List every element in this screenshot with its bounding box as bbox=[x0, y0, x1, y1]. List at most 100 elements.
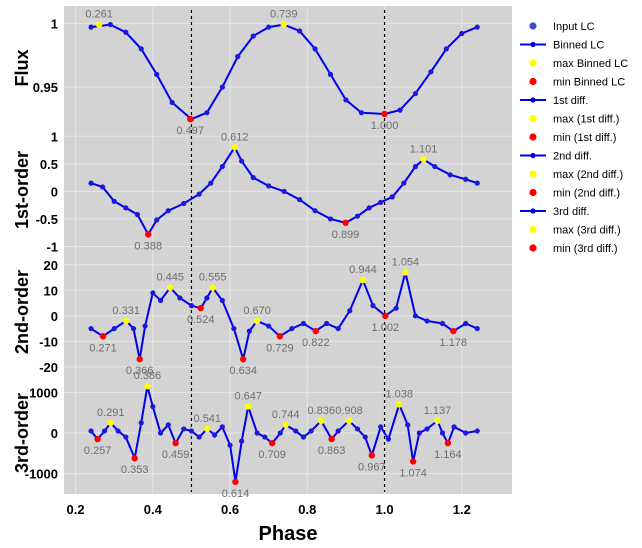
legend-item: max (3rd diff.) bbox=[529, 225, 621, 237]
data-point bbox=[401, 180, 407, 186]
data-point bbox=[266, 323, 272, 329]
y-tick-label: 0 bbox=[51, 426, 58, 441]
max-label: 0.291 bbox=[97, 407, 125, 419]
legend-item: min Binned LC bbox=[529, 77, 625, 89]
min-marker bbox=[312, 327, 320, 335]
data-point bbox=[100, 184, 106, 190]
data-point bbox=[354, 213, 361, 219]
data-point bbox=[196, 434, 202, 440]
x-tick-label: 1.2 bbox=[453, 502, 471, 517]
data-point bbox=[416, 430, 422, 436]
data-point bbox=[165, 208, 171, 214]
data-point bbox=[150, 290, 156, 296]
max-label: 0.386 bbox=[134, 370, 162, 382]
y-axis-label: 2nd-order bbox=[12, 270, 32, 354]
data-point bbox=[134, 211, 140, 218]
max-marker bbox=[107, 419, 114, 427]
legend-dot-swatch bbox=[530, 97, 536, 103]
legend-dot-swatch bbox=[529, 59, 537, 67]
data-point bbox=[308, 428, 314, 434]
data-point bbox=[385, 436, 392, 442]
min-label: 0.388 bbox=[134, 240, 162, 252]
y-tick-label: -0.5 bbox=[36, 212, 58, 227]
max-marker bbox=[345, 417, 353, 424]
min-marker bbox=[381, 110, 388, 118]
panel-3: 20 10 0 -10 -20 2nd-order 0.331 0.445 0.555 0.670… bbox=[12, 256, 480, 377]
y-tick-label: 10 bbox=[44, 283, 58, 298]
data-point bbox=[227, 442, 233, 448]
data-point bbox=[358, 110, 364, 116]
data-point bbox=[354, 426, 361, 432]
y-tick-label: 1000 bbox=[29, 385, 58, 400]
y-tick-label: -1000 bbox=[25, 467, 58, 482]
data-point bbox=[177, 295, 183, 301]
max-marker bbox=[167, 284, 174, 291]
max-marker bbox=[282, 421, 289, 429]
max-marker bbox=[245, 403, 252, 410]
data-point bbox=[327, 216, 334, 222]
data-point bbox=[239, 438, 245, 444]
max-label: 0.836 bbox=[307, 405, 335, 417]
x-axis-label: Phase bbox=[259, 523, 318, 545]
max-marker bbox=[231, 144, 238, 151]
min-label: 0.497 bbox=[177, 125, 205, 137]
legend-item: 1st diff. bbox=[520, 95, 588, 107]
legend-dot-swatch bbox=[529, 244, 537, 252]
y-tick-label: 0 bbox=[51, 309, 58, 324]
data-point bbox=[300, 320, 307, 327]
max-label: 1.101 bbox=[410, 143, 438, 155]
legend-label: min (2nd diff.) bbox=[553, 188, 620, 200]
legend-dot-swatch bbox=[530, 208, 536, 214]
data-point bbox=[138, 420, 144, 426]
legend-item: min (3rd diff.) bbox=[529, 243, 618, 255]
data-point bbox=[327, 71, 334, 77]
legend-item: Binned LC bbox=[520, 40, 604, 52]
legend-dot-swatch bbox=[529, 133, 537, 141]
legend-dot-swatch bbox=[529, 188, 537, 197]
legend-label: 1st diff. bbox=[553, 95, 588, 107]
min-label: 0.257 bbox=[84, 445, 112, 457]
max-label: 0.261 bbox=[85, 9, 113, 21]
min-marker bbox=[197, 304, 204, 312]
data-point bbox=[362, 434, 368, 440]
data-point bbox=[154, 71, 160, 77]
data-point bbox=[378, 424, 384, 430]
panel-2: 1 0.5 0 -0.5 -1 1st-order 0.612 1.101 0.388 0.899 bbox=[12, 129, 480, 254]
data-point bbox=[219, 424, 225, 430]
min-marker bbox=[328, 435, 335, 443]
data-point bbox=[300, 434, 307, 440]
data-point bbox=[439, 320, 446, 327]
data-point bbox=[88, 428, 94, 434]
min-marker bbox=[276, 333, 284, 340]
max-marker bbox=[204, 425, 211, 433]
min-label: 0.353 bbox=[121, 464, 149, 476]
max-marker bbox=[359, 276, 367, 284]
data-point bbox=[474, 180, 480, 186]
max-label: 0.744 bbox=[272, 409, 300, 421]
min-marker bbox=[444, 439, 452, 447]
min-label: 0.366 bbox=[126, 365, 154, 377]
min-label: 0.614 bbox=[222, 488, 250, 500]
max-label: 1.038 bbox=[385, 389, 413, 401]
max-marker bbox=[434, 417, 441, 424]
data-point bbox=[212, 432, 218, 438]
max-marker bbox=[402, 269, 409, 276]
data-point bbox=[181, 426, 187, 432]
data-point bbox=[397, 107, 403, 113]
max-marker bbox=[280, 21, 287, 28]
max-marker bbox=[318, 417, 325, 424]
max-label: 1.054 bbox=[392, 256, 420, 268]
data-point bbox=[157, 297, 164, 304]
data-point bbox=[343, 97, 349, 103]
data-point bbox=[424, 318, 430, 324]
min-marker bbox=[131, 455, 138, 462]
legend-dot-swatch bbox=[529, 77, 537, 86]
data-point bbox=[188, 303, 195, 309]
y-tick-label: 0.95 bbox=[33, 80, 58, 95]
data-point bbox=[412, 163, 419, 170]
data-point bbox=[293, 428, 299, 434]
data-point bbox=[296, 28, 303, 34]
y-tick-label: -1 bbox=[46, 239, 58, 254]
data-point bbox=[266, 24, 272, 30]
max-label: 0.739 bbox=[270, 9, 298, 21]
